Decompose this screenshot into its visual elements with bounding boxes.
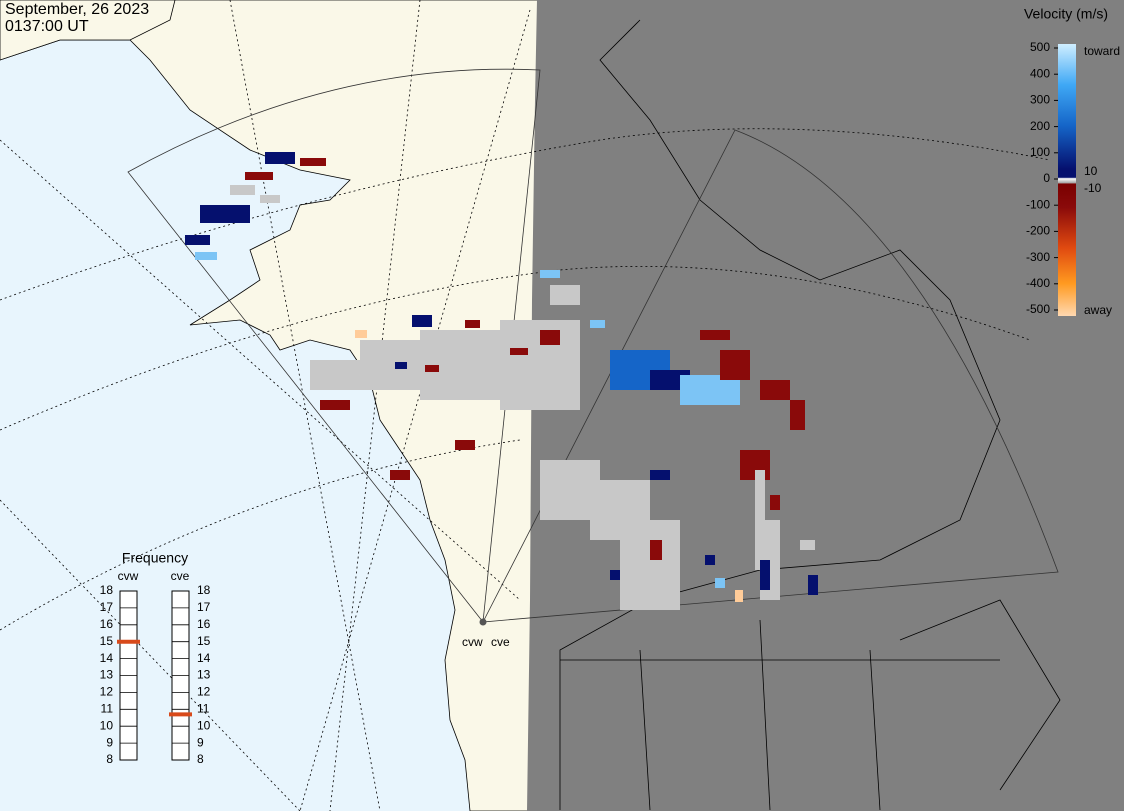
radar-cell xyxy=(540,270,560,278)
radar-cell xyxy=(455,440,475,450)
frequency-tick-label: 13 xyxy=(197,668,211,682)
frequency-tick-label: 16 xyxy=(197,617,211,631)
radar-cell xyxy=(245,172,273,180)
radar-cell xyxy=(390,470,410,480)
radar-cell xyxy=(715,578,725,588)
frequency-tick-label: 18 xyxy=(197,583,211,597)
radar-cell xyxy=(550,285,580,305)
radar-cell xyxy=(185,235,210,245)
color-bar xyxy=(1058,44,1076,316)
radar-cell xyxy=(808,575,818,595)
radar-name: cvw xyxy=(118,569,139,583)
frequency-title: Frequency xyxy=(122,550,188,566)
velocity-tick-label: -100 xyxy=(1026,197,1050,211)
radar-cell xyxy=(265,152,295,164)
radar-cell xyxy=(510,348,528,355)
time: 0137:00 UT xyxy=(5,18,89,35)
frequency-tick-label: 13 xyxy=(100,668,114,682)
radar-cell xyxy=(355,330,367,338)
radar-cell xyxy=(800,540,815,550)
velocity-ticks: 500 400 300 200 100 0 -100 -200 -300 -400 -500 10 -1… xyxy=(1026,40,1102,316)
scale-title: Velocity (m/s) xyxy=(1024,6,1108,22)
radar-cell xyxy=(412,315,432,327)
frequency-tick-label: 8 xyxy=(106,752,113,766)
velocity-tick-label: 300 xyxy=(1030,93,1050,107)
frequency-tick-label: 17 xyxy=(197,600,211,614)
frequency-tick-label: 17 xyxy=(100,600,114,614)
velocity-tick-label: -300 xyxy=(1026,250,1050,264)
velocity-inner-label: -10 xyxy=(1084,181,1102,195)
radar-cell xyxy=(760,380,790,400)
radar-cell xyxy=(200,205,250,223)
radar-cell xyxy=(770,495,780,510)
velocity-tick-label: -200 xyxy=(1026,224,1050,238)
frequency-tick-label: 9 xyxy=(197,735,204,749)
frequency-tick-label: 12 xyxy=(197,685,211,699)
frequency-tick-label: 14 xyxy=(100,651,114,665)
velocity-tick-label: 100 xyxy=(1030,145,1050,159)
radar-cell xyxy=(540,330,560,345)
radar-cell xyxy=(300,158,326,166)
radar-cells xyxy=(185,152,818,610)
radar-cell xyxy=(590,320,605,328)
radar-cell xyxy=(700,330,730,340)
velocity-tick-label: 200 xyxy=(1030,119,1050,133)
radar-cell xyxy=(230,185,255,195)
frequency-tick-label: 10 xyxy=(100,718,114,732)
radar-cell xyxy=(320,400,350,410)
radar-cell xyxy=(395,362,407,369)
radar-label: cve xyxy=(491,635,510,649)
land-siberia xyxy=(0,0,176,61)
frequency-tick-label: 10 xyxy=(197,718,211,732)
frequency-tick-label: 15 xyxy=(197,634,211,648)
radar-cell xyxy=(760,560,770,590)
date: September, 26 2023 xyxy=(5,1,149,18)
radar-cell xyxy=(195,252,217,260)
radar-cell xyxy=(610,570,620,580)
velocity-tick-label: 400 xyxy=(1030,66,1050,80)
velocity-tick-label: -400 xyxy=(1026,276,1050,290)
frequency-tick-label: 14 xyxy=(197,651,211,665)
radar-fov xyxy=(127,68,1059,624)
velocity-tick-label: 0 xyxy=(1043,171,1050,185)
coastlines xyxy=(559,19,1061,811)
frequency-panel: cvw 8 9 10 11 12 13 14 15 16 17 18 cve 8 9 10 11 12 13 14 15… xyxy=(100,569,211,766)
velocity-inner-label: 10 xyxy=(1084,164,1098,178)
frequency-tick-label: 8 xyxy=(197,752,204,766)
toward-label: toward xyxy=(1084,44,1120,58)
frequency-tick-label: 15 xyxy=(100,634,114,648)
radar-cell xyxy=(705,555,715,565)
velocity-tick-label: 500 xyxy=(1030,40,1050,54)
frequency-tick-label: 18 xyxy=(100,583,114,597)
graticule xyxy=(0,0,1051,811)
frequency-tick-label: 11 xyxy=(101,701,114,715)
radar-label: cvw xyxy=(462,635,483,649)
radar-site xyxy=(479,618,487,626)
velocity-tick-label: -500 xyxy=(1026,302,1050,316)
frequency-tick-label: 12 xyxy=(100,685,114,699)
radar-cell xyxy=(735,590,743,602)
radar-cell xyxy=(650,470,670,480)
away-label: away xyxy=(1084,303,1112,317)
radar-cell xyxy=(790,400,805,430)
radar-cell xyxy=(620,520,680,610)
radar-name: cve xyxy=(171,569,190,583)
radar-cell xyxy=(650,540,662,560)
land xyxy=(0,0,541,811)
radar-cell xyxy=(425,365,439,372)
radar-cell xyxy=(720,350,750,380)
frequency-tick-label: 16 xyxy=(100,617,114,631)
radar-cell xyxy=(465,320,480,328)
frequency-tick-label: 11 xyxy=(197,701,210,715)
radar-cell xyxy=(260,195,280,203)
frequency-tick-label: 9 xyxy=(106,735,113,749)
